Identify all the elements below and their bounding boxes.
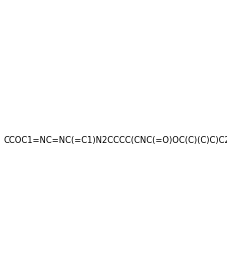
Text: CCOC1=NC=NC(=C1)N2CCCC(CNC(=O)OC(C)(C)C)C2: CCOC1=NC=NC(=C1)N2CCCC(CNC(=O)OC(C)(C)C)…	[3, 136, 227, 145]
